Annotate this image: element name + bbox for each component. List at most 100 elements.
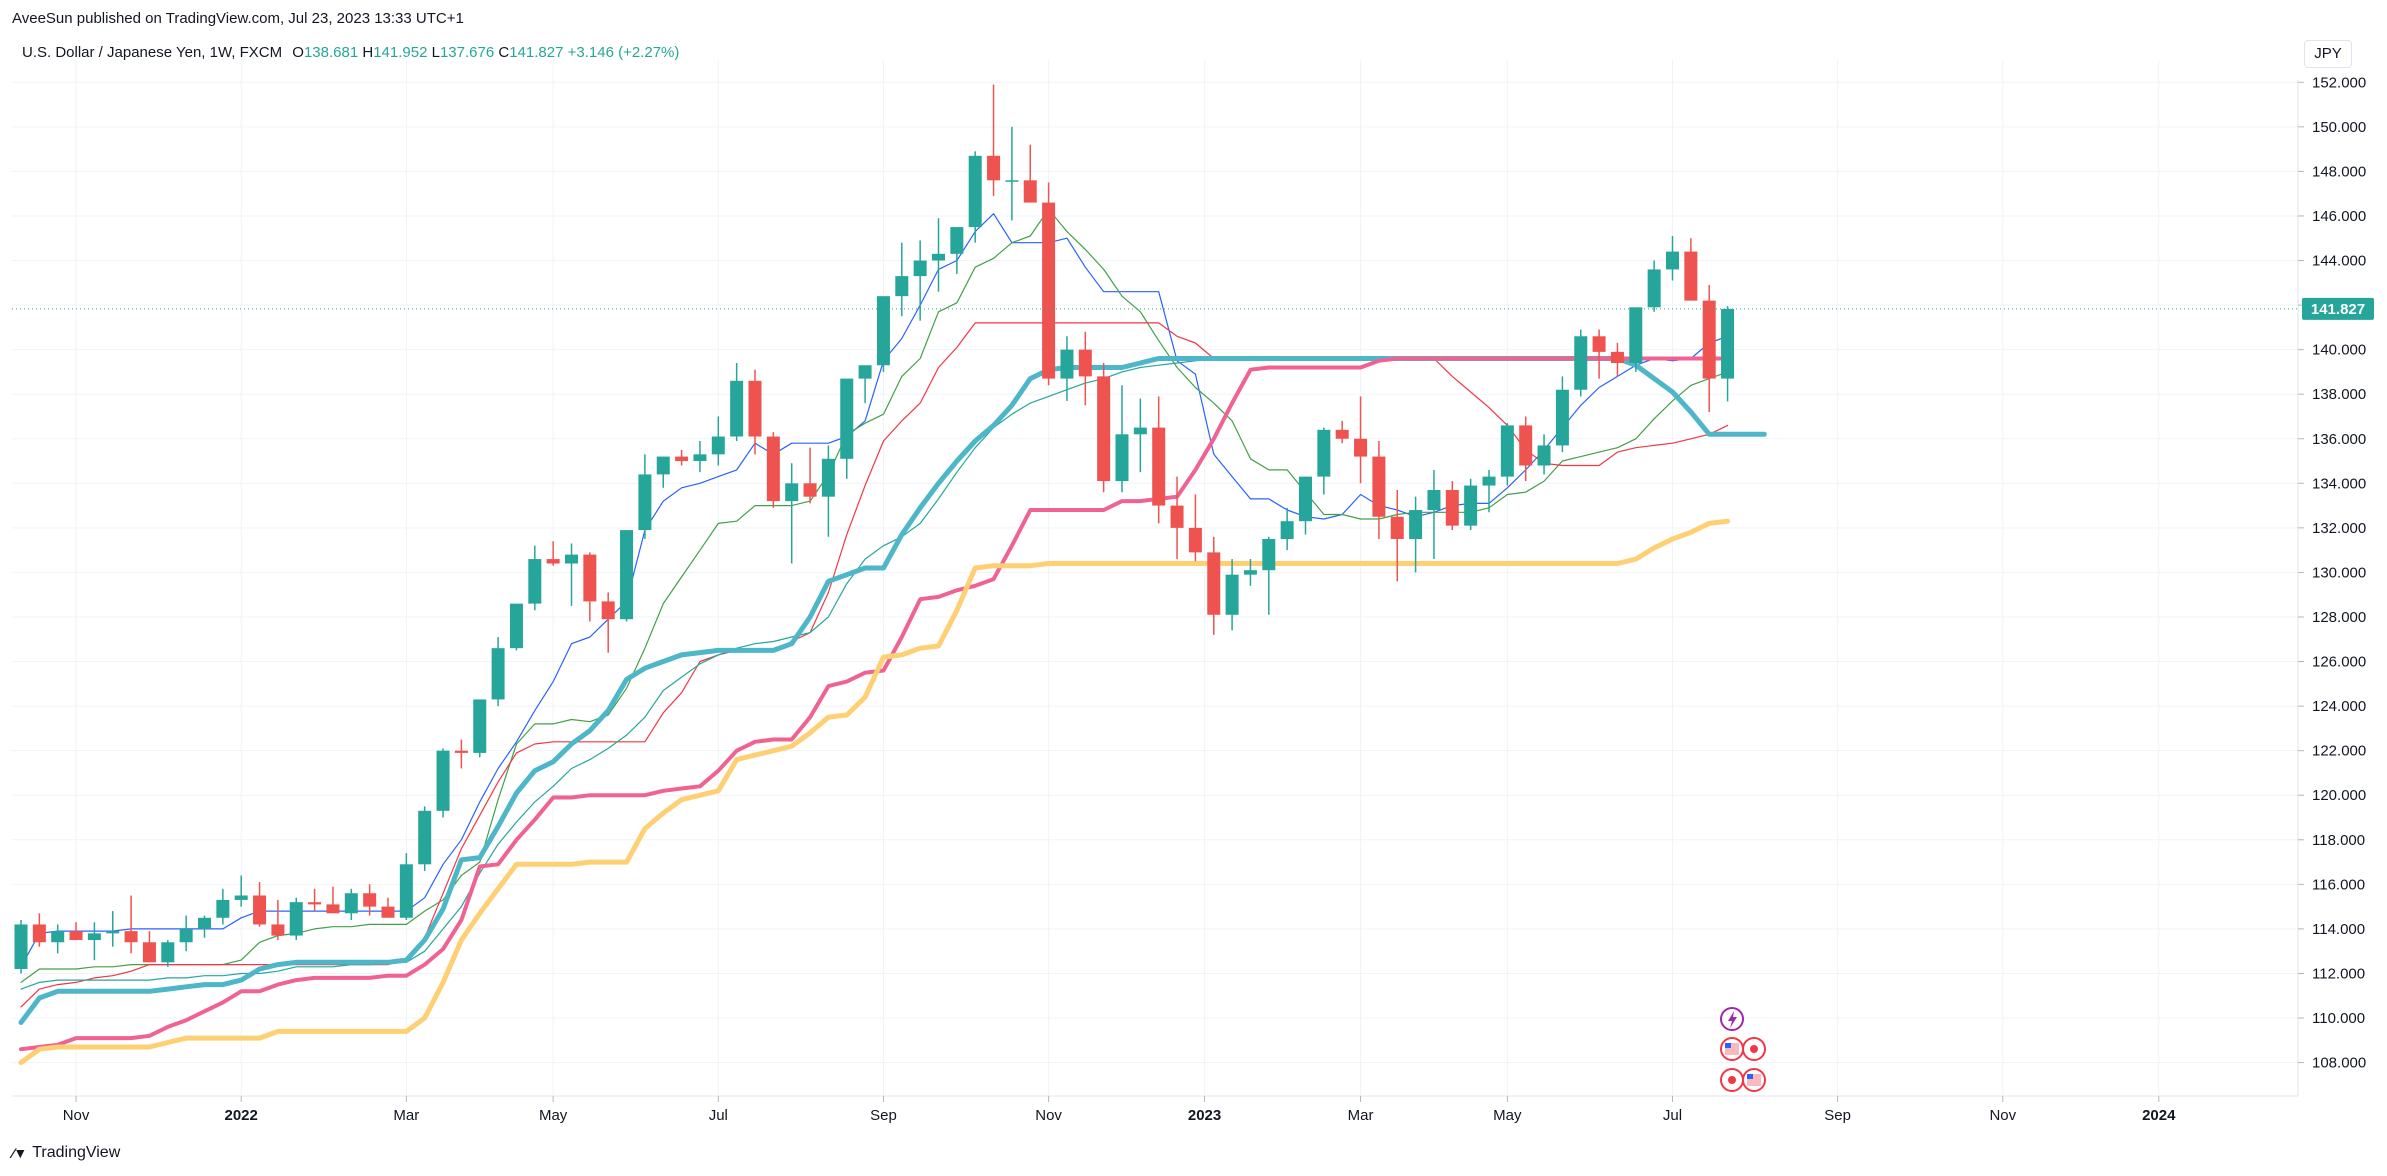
candle-body [528, 559, 542, 604]
candle-body [1372, 456, 1386, 517]
x-tick-label: Nov [63, 1107, 90, 1124]
indicator-line [18, 518, 1731, 1066]
candle-body [821, 458, 835, 497]
candle-body [418, 810, 432, 865]
candle-body [1335, 429, 1349, 439]
y-tick-label: 140.000 [2312, 342, 2366, 359]
symbol-legend: U.S. Dollar / Japanese Yen, 1W, FXCM O13… [22, 44, 679, 61]
candle-body [271, 924, 285, 936]
candle-body [216, 899, 230, 918]
candle-body [1152, 427, 1166, 506]
candle-body [1592, 336, 1606, 352]
y-tick-label: 126.000 [2312, 654, 2366, 671]
candle-body [1537, 445, 1551, 466]
candle-body [1262, 539, 1276, 571]
close-value: 141.827 [509, 44, 564, 61]
candle-body [198, 917, 211, 929]
x-tick-label: Sep [870, 1107, 897, 1124]
y-tick-label: 134.000 [2312, 475, 2366, 492]
symbol-title[interactable]: U.S. Dollar / Japanese Yen, 1W, FXCM [22, 44, 283, 61]
y-tick-label: 120.000 [2312, 787, 2366, 804]
candle-body [1280, 521, 1294, 540]
tradingview-logo[interactable]: ⁄▼ TradingView [12, 1144, 120, 1162]
candle-body [675, 456, 689, 462]
candle-body [1684, 251, 1698, 301]
candle-body [1666, 251, 1679, 270]
candle-body [326, 904, 340, 914]
candle-body [381, 906, 395, 918]
low-value: 137.676 [439, 44, 495, 61]
candle-body [895, 276, 909, 297]
candle-body [1445, 489, 1459, 526]
candle-body [1574, 336, 1588, 390]
us-flag-icon[interactable] [1720, 1037, 1744, 1061]
candle-body [1317, 429, 1331, 477]
price-axis: 108.000 110.000 112.000 114.000 116.000 118.0… [2298, 74, 2366, 1072]
chart-grid [12, 60, 2298, 1096]
candle-body [968, 155, 982, 228]
high-value: 141.952 [373, 44, 428, 61]
candle-body [1133, 427, 1147, 435]
x-tick-label: Jul [709, 1107, 728, 1124]
candle-body [1170, 505, 1184, 528]
indicator-line [20, 213, 1729, 968]
us-flag-icon[interactable] [1742, 1068, 1766, 1092]
candle-body [1390, 516, 1404, 540]
candle-body [1629, 307, 1643, 364]
jp-flag-icon[interactable] [1742, 1037, 1766, 1061]
x-tick-label: Nov [1035, 1107, 1062, 1124]
candle-body [253, 895, 267, 925]
candle-body [1482, 476, 1496, 486]
candle-body [913, 260, 927, 277]
candle-body [87, 933, 101, 941]
candle-body [1243, 570, 1257, 575]
candle-body [620, 530, 634, 620]
candle-body [1500, 425, 1514, 477]
lightning-icon[interactable] [1720, 1007, 1744, 1031]
candle-body [399, 864, 413, 918]
candle-body [51, 931, 65, 943]
candle-body [950, 227, 964, 254]
tv-logo-icon: ⁄▼ [12, 1145, 27, 1161]
y-tick-label: 136.000 [2312, 431, 2366, 448]
candle-body [509, 603, 523, 649]
close-label: C [498, 44, 510, 61]
candle-body [1060, 349, 1074, 379]
candle-body [32, 924, 46, 943]
candle-body [161, 942, 175, 963]
candle-body [766, 436, 780, 502]
candles [14, 84, 1735, 974]
x-tick-label: May [539, 1107, 568, 1124]
candle-body [840, 378, 854, 459]
x-tick-label: Mar [1348, 1107, 1374, 1124]
candle-body [546, 559, 560, 564]
y-tick-label: 146.000 [2312, 208, 2366, 225]
event-markers [1720, 1007, 1766, 1092]
candle-body [876, 296, 890, 366]
y-tick-label: 110.000 [2312, 1010, 2365, 1027]
candle-body [1207, 552, 1221, 615]
candle-body [1610, 351, 1624, 364]
candle-body [344, 893, 358, 914]
price-tag-bg [2302, 297, 2374, 320]
publication-info: AveeSun published on TradingView.com, Ju… [12, 10, 464, 27]
y-tick-label: 138.000 [2312, 386, 2366, 403]
currency-button[interactable]: JPY [2304, 40, 2352, 68]
y-tick-label: 124.000 [2312, 698, 2366, 715]
y-tick-label: 150.000 [2312, 119, 2366, 136]
y-tick-label: 116.000 [2312, 876, 2365, 893]
candle-body [583, 554, 597, 602]
y-tick-label: 118.000 [2312, 832, 2365, 849]
candle-body [601, 601, 615, 620]
candle-body [1042, 202, 1056, 379]
y-tick-label: 148.000 [2312, 163, 2366, 180]
change-value: +3.146 (+2.27%) [567, 44, 680, 61]
jp-flag-icon[interactable] [1720, 1068, 1744, 1092]
candle-body [363, 893, 377, 907]
candle-body [1354, 438, 1368, 457]
y-tick-label: 130.000 [2312, 564, 2366, 581]
candle-body [1647, 269, 1661, 308]
y-tick-label: 108.000 [2312, 1055, 2366, 1072]
candle-body [1023, 180, 1037, 203]
